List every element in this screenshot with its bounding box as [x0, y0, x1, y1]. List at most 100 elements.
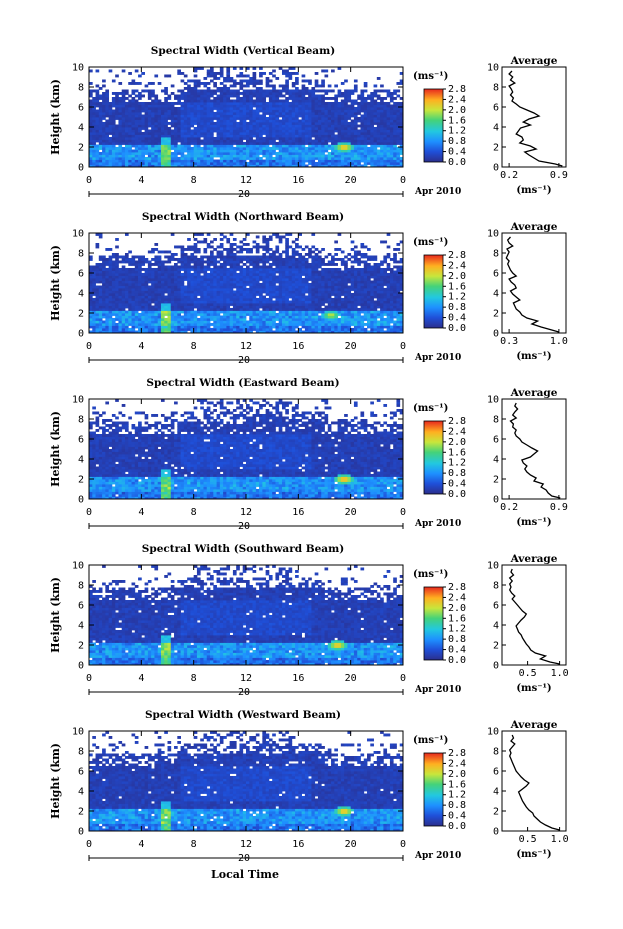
x-tick-label: 16: [292, 175, 304, 186]
heatmap-cell: [301, 104, 306, 108]
heatmap-cell: [187, 149, 191, 153]
heatmap-cell: [363, 144, 368, 148]
heatmap-cell: [92, 122, 96, 125]
heatmap-cell: [321, 104, 325, 108]
heatmap-cell: [128, 285, 132, 289]
heatmap-cell: [213, 305, 217, 309]
heatmap-cell: [206, 295, 211, 299]
heatmap-cell: [121, 149, 126, 153]
heatmap-cell: [380, 325, 384, 329]
heatmap-cell: [363, 283, 368, 286]
heatmap-cell: [337, 295, 342, 299]
heatmap-cell: [353, 308, 358, 311]
heatmap-cell: [399, 313, 404, 316]
heatmap-cell: [219, 132, 224, 135]
heatmap-cell: [327, 162, 332, 165]
heatmap-cell: [311, 310, 316, 314]
heatmap-cell: [134, 122, 139, 125]
heatmap-cell: [327, 104, 332, 108]
heatmap-cell: [386, 119, 391, 123]
heatmap-cell: [118, 92, 123, 95]
heatmap-cell: [115, 328, 119, 331]
heatmap-cell: [301, 310, 306, 314]
heatmap-cell: [115, 295, 119, 299]
heatmap-cell: [157, 320, 162, 324]
heatmap-cell: [98, 303, 103, 306]
heatmap-cell: [180, 132, 185, 135]
heatmap-cell: [275, 99, 280, 103]
heatmap-cell: [203, 147, 208, 150]
heatmap-cell: [265, 77, 270, 80]
heatmap-cell: [190, 318, 195, 321]
heatmap-cell: [399, 132, 404, 135]
heatmap-cell: [389, 318, 394, 321]
heatmap-cell: [360, 144, 365, 148]
heatmap-cell: [337, 139, 342, 143]
heatmap-cell: [108, 119, 113, 123]
heatmap-cell: [210, 72, 214, 75]
heatmap-cell: [350, 315, 355, 319]
heatmap-cell: [396, 330, 401, 334]
heatmap-cell: [295, 87, 299, 90]
heatmap-cell: [216, 107, 221, 110]
heatmap-cell: [164, 119, 168, 123]
heatmap-cell: [249, 112, 253, 115]
heatmap-cell: [177, 310, 181, 314]
heatmap-cell: [111, 310, 116, 314]
heatmap-cell: [229, 164, 234, 168]
heatmap-cell: [255, 159, 260, 163]
heatmap-cell: [252, 124, 257, 128]
heatmap-cell: [118, 290, 123, 294]
heatmap-cell: [311, 112, 316, 115]
heatmap-cell: [216, 288, 221, 291]
heatmap-cell: [255, 283, 260, 286]
heatmap-cell: [200, 290, 204, 294]
heatmap-cell: [376, 104, 381, 108]
heatmap-cell: [380, 127, 384, 130]
heatmap-cell: [216, 142, 221, 145]
heatmap-cell: [281, 157, 286, 160]
heatmap-cell: [396, 300, 401, 304]
heatmap-cell: [331, 127, 335, 130]
heatmap-cell: [308, 114, 312, 118]
heatmap-cell: [380, 328, 384, 331]
heatmap-cell: [308, 137, 312, 140]
heatmap-cell: [193, 323, 198, 326]
heatmap-cell: [347, 162, 352, 165]
heatmap-cell: [353, 303, 358, 306]
heatmap-cell: [193, 157, 198, 160]
heatmap-cell: [164, 144, 168, 148]
heatmap-cell: [249, 308, 253, 311]
heatmap-cell: [219, 328, 224, 331]
heatmap-cell: [170, 152, 175, 155]
heatmap-cell: [193, 104, 198, 108]
heatmap-cell: [219, 109, 224, 113]
heatmap-cell: [295, 92, 299, 95]
heatmap-cell: [367, 320, 371, 324]
heatmap-cell: [118, 127, 123, 130]
heatmap-cell: [268, 147, 273, 150]
heatmap-cell: [170, 109, 175, 113]
heatmap-cell: [373, 147, 378, 150]
heatmap-cell: [157, 315, 162, 319]
heatmap-cell: [216, 89, 221, 93]
heatmap-cell: [124, 139, 129, 143]
heatmap-cell: [393, 154, 397, 158]
heatmap-cell: [268, 107, 273, 110]
heatmap-cell: [147, 305, 152, 309]
heatmap-cell: [223, 77, 227, 80]
heatmap-cell: [311, 303, 316, 306]
heatmap-cell: [262, 107, 267, 110]
heatmap-cell: [157, 164, 162, 168]
heatmap-cell: [262, 122, 267, 125]
heatmap-cell: [295, 77, 299, 80]
heatmap-cell: [105, 127, 110, 130]
heatmap-cell: [190, 107, 195, 110]
heatmap-cell: [157, 122, 162, 125]
heatmap-cell: [252, 132, 257, 135]
heatmap-cell: [347, 157, 352, 160]
heatmap-cell: [344, 320, 348, 324]
heatmap-cell: [275, 315, 280, 319]
heatmap-cell: [206, 124, 211, 128]
heatmap-cell: [200, 142, 204, 145]
